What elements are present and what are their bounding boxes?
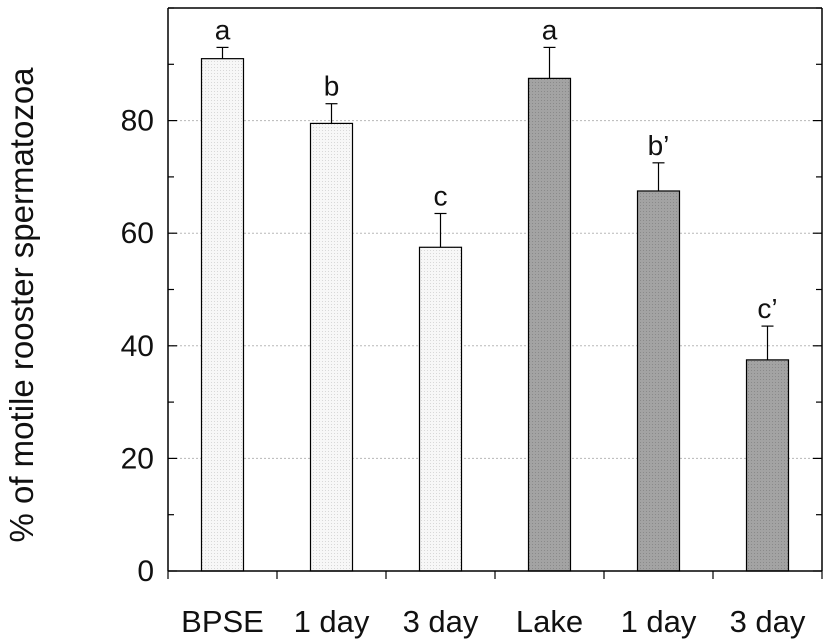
significance-label: a xyxy=(215,14,231,45)
significance-label: c xyxy=(434,180,448,211)
x-tick-label: 1 day xyxy=(621,604,697,639)
bar xyxy=(200,58,245,572)
x-tick-label: Lake xyxy=(516,604,583,639)
x-tick-label: BPSE xyxy=(181,604,264,639)
bar xyxy=(636,190,681,572)
x-tick-label: 1 day xyxy=(294,604,370,639)
x-tick-label: 3 day xyxy=(730,604,806,639)
bar xyxy=(527,77,572,572)
significance-label: a xyxy=(542,14,558,45)
significance-label: b xyxy=(324,71,340,102)
axes: 0 20 40 60 80 BPSE 1 day 3 day Lake 1 day 3 day xyxy=(121,7,823,639)
y-tick-label: 80 xyxy=(121,105,154,138)
significance-label: b’ xyxy=(648,130,670,161)
gridlines xyxy=(168,120,822,459)
significance-label: c’ xyxy=(757,293,777,324)
x-tick-label: 3 day xyxy=(403,604,479,639)
bar xyxy=(418,246,463,572)
y-tick-label: 20 xyxy=(121,442,154,475)
bar xyxy=(745,359,790,572)
y-tick-label: 60 xyxy=(121,217,154,250)
bars: a b c a b’ c’ xyxy=(200,14,790,572)
y-tick-label: 40 xyxy=(121,330,154,363)
y-tick-label: 0 xyxy=(137,555,154,588)
y-axis-label: % of motile rooster spermatozoa xyxy=(3,67,40,543)
bar xyxy=(309,122,354,572)
